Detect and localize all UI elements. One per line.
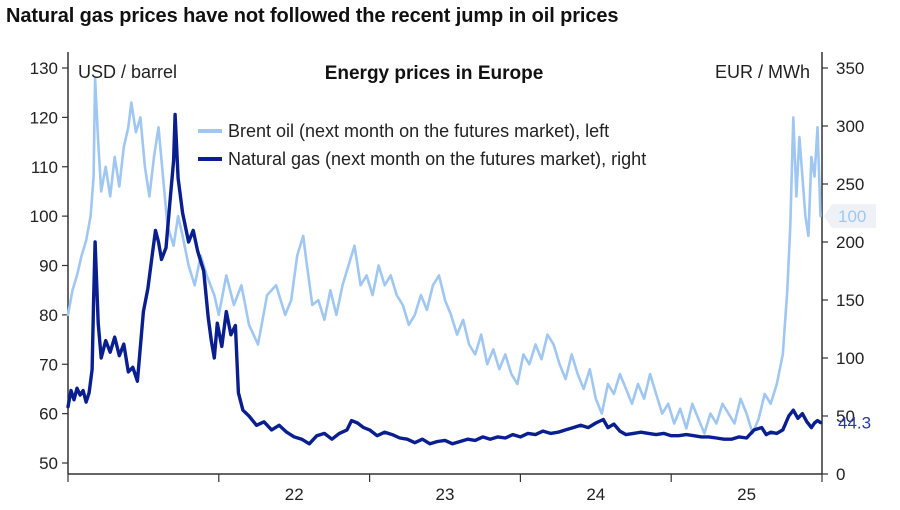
x-tick-label: 22 xyxy=(285,485,304,504)
right-tick-label: 100 xyxy=(836,349,864,368)
right-axis-unit: EUR / MWh xyxy=(715,62,810,82)
right-tick-label: 0 xyxy=(836,465,845,484)
axes xyxy=(67,52,823,475)
chart-title: Energy prices in Europe xyxy=(325,63,544,84)
left-tick-label: 100 xyxy=(30,207,58,226)
right-tick-label: 50 xyxy=(836,407,855,426)
x-tick-label: 23 xyxy=(436,485,455,504)
left-tick-label: 70 xyxy=(39,355,58,374)
legend-label-gas: Natural gas (next month on the futures m… xyxy=(228,149,646,169)
x-tick-label: 24 xyxy=(586,485,605,504)
left-tick-label: 90 xyxy=(39,257,58,276)
natural-gas-line xyxy=(66,112,823,446)
left-axis-unit: USD / barrel xyxy=(78,62,177,82)
end-labels: 100 44.3 xyxy=(824,204,876,433)
brent-end-badge xyxy=(824,204,876,229)
right-tick-label: 250 xyxy=(836,175,864,194)
series-lines xyxy=(66,76,823,446)
brent-end-label: 100 xyxy=(838,207,866,226)
right-tick-label: 200 xyxy=(836,233,864,252)
right-tick-label: 350 xyxy=(836,59,864,78)
left-tick-label: 60 xyxy=(39,405,58,424)
left-tick-label: 110 xyxy=(31,158,58,177)
legend-label-brent: Brent oil (next month on the futures mar… xyxy=(228,121,609,141)
left-axis-ticks: 50 60 70 80 90 100 110 120 130 xyxy=(30,59,68,473)
left-tick-label: 120 xyxy=(30,108,58,127)
left-tick-label: 50 xyxy=(39,454,58,473)
right-tick-label: 300 xyxy=(836,117,864,136)
legend: Brent oil (next month on the futures mar… xyxy=(198,121,646,169)
x-tick-label: 25 xyxy=(737,485,756,504)
x-axis-ticks: 22 23 24 25 xyxy=(67,474,823,504)
right-axis-ticks: 0 50 100 150 200 250 300 350 xyxy=(822,59,864,484)
brent-oil-line xyxy=(66,76,822,435)
headline: Natural gas prices have not followed the… xyxy=(6,5,619,27)
left-tick-label: 130 xyxy=(30,59,58,78)
left-tick-label: 80 xyxy=(39,306,58,325)
gas-end-label: 44.3 xyxy=(838,414,871,433)
right-tick-label: 150 xyxy=(836,291,864,310)
